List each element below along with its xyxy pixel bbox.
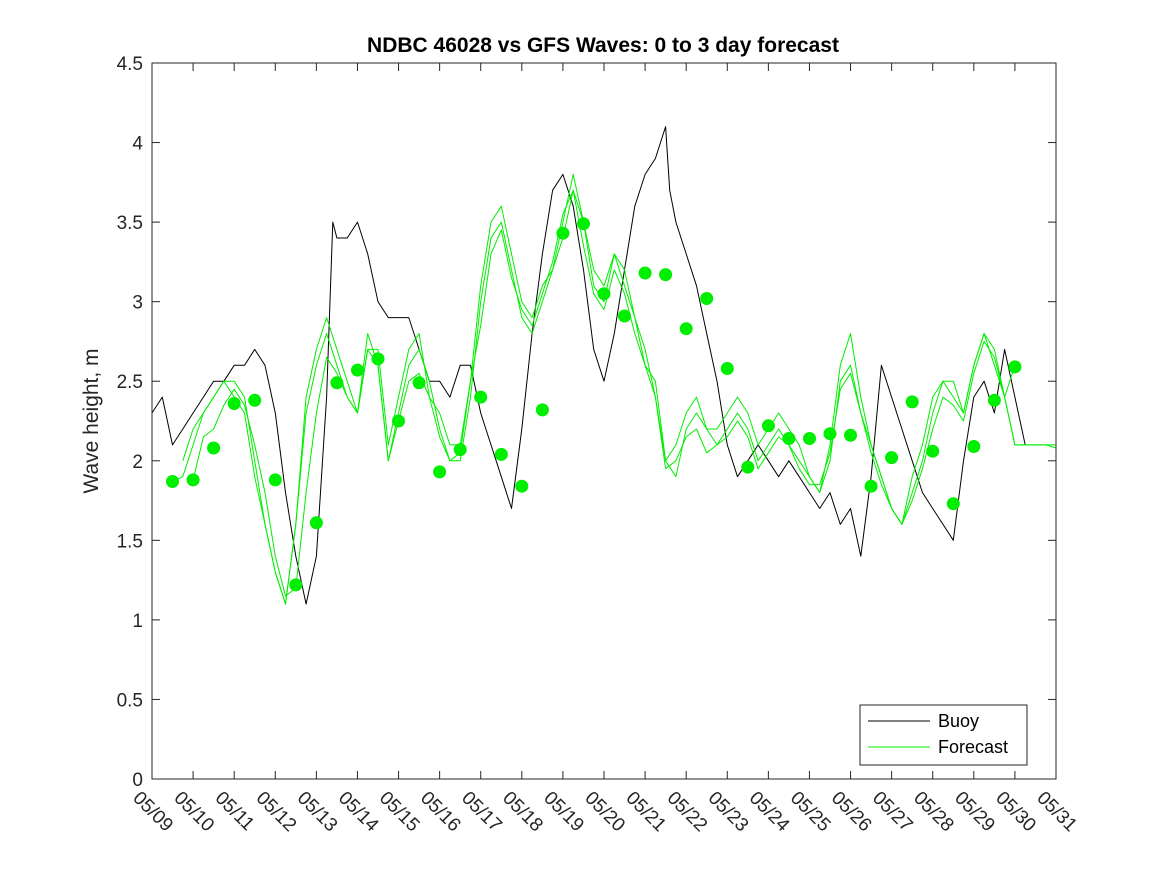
series-forecast-line-1 <box>182 189 1056 605</box>
x-tick-label: 05/11 <box>211 788 258 835</box>
forecast-marker <box>453 443 467 457</box>
forecast-marker <box>412 376 426 390</box>
x-tick-label: 05/15 <box>375 788 423 836</box>
axes-box <box>151 62 1057 780</box>
forecast-marker <box>741 460 755 474</box>
forecast-marker <box>166 475 179 488</box>
legend-forecast-label: Forecast <box>938 737 1008 757</box>
forecast-marker <box>803 432 816 445</box>
forecast-marker <box>864 479 878 493</box>
forecast-marker <box>1008 360 1022 374</box>
forecast-marker <box>371 352 385 366</box>
x-tick-label: 05/27 <box>868 788 916 836</box>
forecast-marker <box>720 362 734 375</box>
x-tick-label: 05/09 <box>128 788 176 836</box>
legend-box <box>859 704 1028 766</box>
forecast-marker <box>597 287 611 301</box>
forecast-marker <box>248 393 262 407</box>
series-forecast-line-3 <box>192 189 1016 597</box>
forecast-marker <box>782 432 796 445</box>
forecast-marker <box>823 427 837 441</box>
forecast-marker <box>885 451 899 465</box>
forecast-marker <box>905 395 919 409</box>
legend: Buoy Forecast <box>859 704 1028 766</box>
chart-title: NDBC 46028 vs GFS Waves: 0 to 3 day fore… <box>367 34 839 57</box>
y-tick-label: 3 <box>132 293 143 314</box>
x-tick-label: 05/25 <box>786 788 834 836</box>
x-tick-label: 05/29 <box>950 788 998 836</box>
forecast-marker <box>679 322 693 336</box>
x-tick-label: 05/16 <box>416 788 464 836</box>
y-tick-label: 2.5 <box>117 372 143 393</box>
x-tick-label: 05/24 <box>745 788 794 837</box>
x-tick-label: 05/17 <box>457 788 505 836</box>
forecast-marker <box>207 441 221 455</box>
y-tick-label: 4.5 <box>117 54 143 75</box>
y-tick-label: 2 <box>132 452 143 473</box>
forecast-marker <box>433 465 447 479</box>
x-tick-label: 05/18 <box>498 788 546 836</box>
y-axis-label: Wave height, m <box>80 348 103 493</box>
forecast-marker <box>618 309 631 323</box>
forecast-marker <box>761 419 775 433</box>
x-tick-label: 05/23 <box>704 788 752 836</box>
forecast-marker <box>186 473 200 487</box>
x-tick-label: 05/26 <box>827 788 875 836</box>
y-tick-label: 1 <box>132 611 143 632</box>
series-forecast-line-2 <box>172 173 1057 605</box>
y-tick-label: 0.5 <box>117 690 143 711</box>
x-tick-label: 05/28 <box>909 788 957 836</box>
forecast-marker <box>844 428 857 442</box>
x-tick-label: 05/20 <box>580 788 628 836</box>
series-buoy-line <box>151 126 1026 605</box>
forecast-marker <box>946 497 960 511</box>
forecast-marker <box>515 479 529 493</box>
forecast-marker <box>987 393 1001 407</box>
forecast-marker <box>392 414 405 428</box>
x-tick-label: 05/12 <box>252 788 300 836</box>
x-tick-label: 05/13 <box>293 788 341 836</box>
y-tick-label: 3.5 <box>117 213 143 234</box>
forecast-marker <box>659 268 673 282</box>
forecast-marker <box>289 578 303 592</box>
forecast-marker <box>700 292 714 305</box>
forecast-marker <box>494 447 508 461</box>
legend-buoy-label: Buoy <box>938 711 979 731</box>
forecast-marker <box>309 516 323 530</box>
x-tick-label: 05/21 <box>622 788 670 836</box>
forecast-marker <box>227 397 241 410</box>
x-tick-label: 05/22 <box>663 788 711 836</box>
y-tick-label: 0 <box>132 770 143 791</box>
y-tick-label: 1.5 <box>117 531 143 552</box>
x-tick-label: 05/10 <box>170 788 218 836</box>
x-tick-label: 05/14 <box>334 788 383 837</box>
forecast-marker <box>268 473 282 487</box>
y-tick-label: 4 <box>132 134 143 155</box>
plot-area <box>151 126 1057 605</box>
x-tick-label: 05/19 <box>539 788 587 836</box>
forecast-marker <box>474 390 488 404</box>
forecast-marker <box>330 376 344 390</box>
forecast-marker <box>351 363 364 377</box>
forecast-marker <box>535 403 549 417</box>
forecast-marker <box>967 440 981 453</box>
forecast-marker <box>556 226 570 240</box>
forecast-marker <box>577 217 590 231</box>
forecast-marker <box>638 266 652 280</box>
forecast-marker <box>926 444 940 458</box>
x-tick-label: 05/30 <box>991 788 1039 836</box>
x-tick-label: 05/31 <box>1032 788 1080 836</box>
